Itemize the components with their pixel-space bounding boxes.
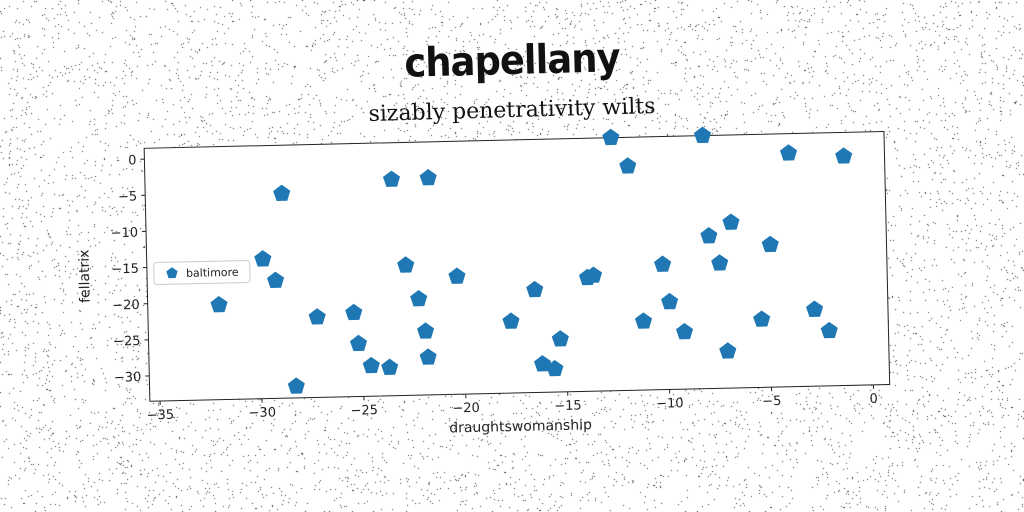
scatter-point xyxy=(254,250,272,267)
scatter-point xyxy=(410,290,428,307)
scatter-point xyxy=(419,168,437,186)
scatter-point xyxy=(753,310,771,327)
scatter-point xyxy=(578,268,597,286)
x-tick-label: 0 xyxy=(869,392,878,407)
scatter-point xyxy=(806,300,824,317)
scatter-point xyxy=(526,280,544,298)
scatter-point xyxy=(820,321,838,339)
y-tick-label: −15 xyxy=(111,262,139,278)
x-tick-label: −15 xyxy=(554,398,582,414)
scatter-point xyxy=(382,170,401,187)
legend: baltimore xyxy=(153,260,251,286)
y-tick-label: −10 xyxy=(110,226,138,242)
scatter-point xyxy=(362,356,380,374)
scatter-point xyxy=(502,312,520,329)
scatter-point xyxy=(287,377,305,394)
scatter-point xyxy=(345,303,363,321)
scatter-point xyxy=(273,184,291,202)
x-tick-label: −5 xyxy=(762,394,782,409)
scatter-point xyxy=(675,323,694,340)
legend-marker-pentagon-icon xyxy=(166,267,178,279)
scatter-point xyxy=(693,126,712,144)
data-points xyxy=(210,126,853,394)
y-tick-label: −25 xyxy=(113,334,141,350)
scatter-point xyxy=(397,256,415,273)
y-tick-label: 0 xyxy=(128,153,137,168)
scatter-point xyxy=(349,334,368,352)
scatter-point xyxy=(719,342,737,359)
x-axis-ticks: −35 −30 −25 −20 −15 −10 −5 0 xyxy=(147,384,878,424)
y-tick-label: −5 xyxy=(118,189,138,204)
scatter-point xyxy=(602,128,620,146)
scatter-point xyxy=(779,144,798,161)
scatter-point xyxy=(700,227,718,244)
scatter-point xyxy=(711,254,729,271)
scatter-point xyxy=(835,147,853,164)
x-tick-label: −35 xyxy=(147,408,175,424)
scatter-point xyxy=(619,157,637,174)
scatter-point xyxy=(417,322,435,339)
scatter-point xyxy=(722,213,740,230)
scatter-point xyxy=(761,235,779,253)
x-tick-label: −10 xyxy=(656,396,684,412)
scatter-point xyxy=(267,271,285,288)
scatter-point xyxy=(634,312,653,329)
y-tick-label: −30 xyxy=(114,370,142,386)
y-axis-label: fellatrix xyxy=(76,249,93,303)
scatter-point xyxy=(551,330,569,347)
scatter-point xyxy=(381,358,399,376)
scatter-point xyxy=(210,295,228,313)
x-tick-label: −25 xyxy=(350,403,378,419)
scatter-point xyxy=(654,255,672,272)
y-axis-ticks: 0 −5 −10 −15 −20 −25 −30 xyxy=(110,153,150,386)
x-axis-label: draughtswomanship xyxy=(449,417,592,436)
scatter-point xyxy=(308,308,326,325)
legend-label: baltimore xyxy=(186,266,239,280)
y-tick-label: −20 xyxy=(112,298,140,314)
legend-box xyxy=(153,260,251,286)
scatter-point xyxy=(448,267,466,284)
x-tick-label: −30 xyxy=(248,405,276,421)
x-tick-label: −20 xyxy=(452,401,480,417)
scatter-point xyxy=(419,348,437,365)
scatter-point xyxy=(661,292,679,310)
plot-area-frame xyxy=(143,131,891,402)
scatter-point xyxy=(546,359,564,377)
